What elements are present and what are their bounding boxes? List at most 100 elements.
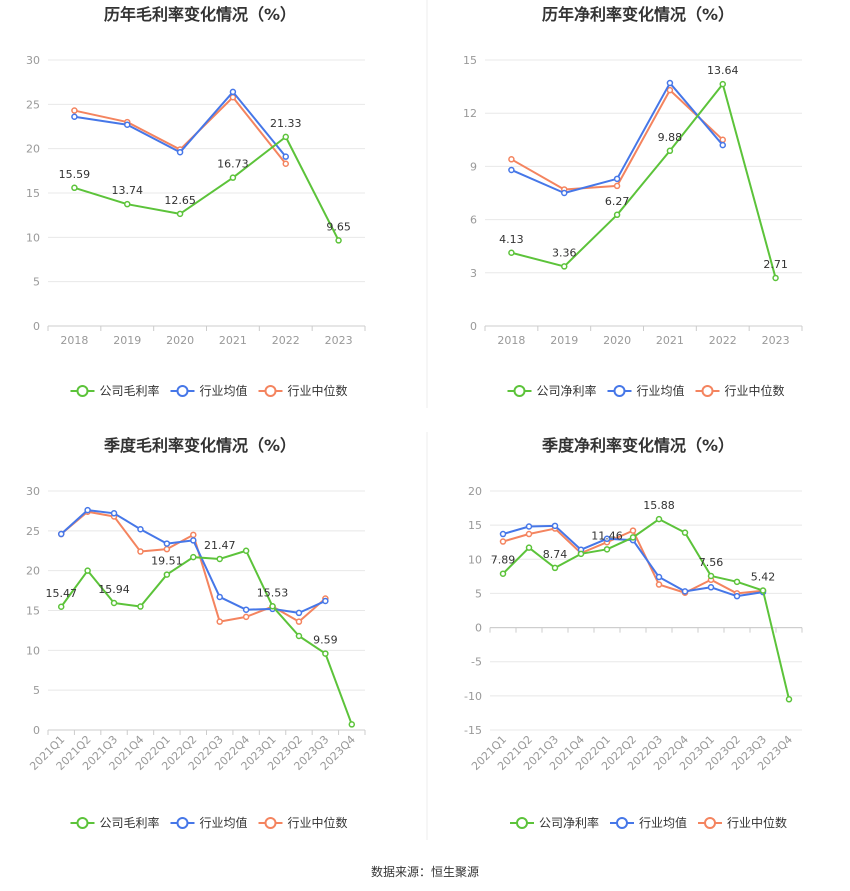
- data-label: 19.51: [151, 555, 183, 568]
- data-label: 15.94: [98, 583, 130, 596]
- data-point-average: [525, 523, 533, 530]
- data-point-company: [603, 546, 611, 553]
- y-tick-label: 5: [33, 276, 40, 289]
- data-point-average: [613, 175, 621, 183]
- chart-panel-2: 历年净利率变化情况（%） 0 3 6 9 12 15 2018 2019 2020 2021 2022…: [463, 5, 803, 398]
- data-point-company: [190, 553, 197, 561]
- legend-label: 行业均值: [637, 383, 685, 398]
- data-point-company: [785, 696, 793, 703]
- data-point-median: [137, 548, 144, 555]
- data-point-median: [295, 618, 303, 625]
- data-point-average: [561, 189, 568, 197]
- data-point-median: [655, 581, 663, 588]
- data-point-company: [508, 249, 515, 257]
- y-tick-label: 6: [470, 214, 477, 227]
- x-tick-label: 2018: [497, 334, 525, 347]
- data-label: 8.74: [543, 548, 568, 561]
- data-point-average: [110, 510, 118, 517]
- y-tick-label: 20: [468, 485, 482, 498]
- data-point-company: [666, 147, 674, 155]
- legend-item-median: 行业中位数: [258, 815, 348, 830]
- x-tick-label: 2020: [603, 334, 631, 347]
- data-point-median: [525, 530, 533, 538]
- data-label: 2.71: [763, 258, 788, 271]
- y-tick-label: 20: [26, 565, 40, 578]
- y-tick-label: 12: [463, 107, 477, 120]
- y-tick-label: -15: [464, 724, 482, 737]
- data-label: 7.56: [699, 556, 724, 569]
- data-point-company: [655, 515, 663, 523]
- legend-item-average: 行业均值: [170, 815, 248, 830]
- data-point-company: [335, 237, 342, 244]
- data-point-median: [499, 538, 507, 545]
- data-label: 15.47: [45, 587, 77, 600]
- x-tick-label: 2018: [60, 334, 88, 347]
- legend-label: 行业均值: [639, 815, 687, 830]
- data-label: 16.73: [217, 158, 249, 171]
- data-point-median: [190, 531, 197, 539]
- series-line-median: [510, 89, 724, 191]
- x-tick-label: 2021: [219, 334, 247, 347]
- data-point-median: [71, 107, 78, 114]
- legend-swatch-marker: [76, 817, 89, 829]
- data-point-average: [655, 573, 663, 581]
- y-tick-label: 9: [470, 160, 477, 173]
- data-point-company: [629, 534, 637, 541]
- legend-item-company: 公司净利率: [510, 815, 599, 830]
- data-point-average: [176, 148, 184, 156]
- data-point-average: [733, 592, 741, 600]
- legend-item-company: 公司毛利率: [70, 383, 160, 398]
- data-point-average: [499, 530, 507, 538]
- data-point-average: [508, 166, 515, 174]
- data-point-company: [295, 632, 303, 640]
- y-tick-label: 20: [26, 143, 40, 156]
- legend-label: 行业中位数: [725, 383, 785, 398]
- data-label: 3.36: [552, 246, 577, 259]
- y-tick-label: 0: [33, 320, 40, 333]
- y-tick-label: 30: [26, 485, 40, 498]
- x-tick-label: 2019: [550, 334, 578, 347]
- data-point-average: [216, 593, 223, 601]
- legend-swatch-marker: [704, 817, 716, 829]
- data-label: 9.59: [313, 634, 338, 647]
- chart-title: 季度毛利率变化情况（%）: [103, 436, 296, 455]
- data-point-company: [84, 567, 91, 574]
- data-label: 21.33: [270, 117, 302, 130]
- data-point-company: [551, 564, 559, 572]
- series-line-company: [502, 518, 790, 700]
- legend-label: 行业中位数: [288, 383, 348, 398]
- y-tick-label: 10: [26, 644, 40, 657]
- legend-swatch-marker: [516, 817, 528, 829]
- y-tick-label: 10: [26, 231, 40, 244]
- x-tick-label: 2021: [656, 334, 684, 347]
- data-point-average: [322, 597, 329, 605]
- data-point-average: [84, 506, 91, 514]
- y-tick-label: 0: [470, 320, 477, 333]
- y-tick-label: 10: [468, 553, 482, 566]
- data-point-median: [508, 156, 515, 163]
- series-line-company: [511, 83, 777, 279]
- chart-title: 历年毛利率变化情况（%）: [104, 5, 296, 24]
- legend-item-company: 公司净利率: [507, 383, 597, 398]
- data-point-company: [137, 603, 144, 610]
- data-label: 4.13: [499, 233, 524, 246]
- data-point-median: [282, 160, 289, 167]
- legend-item-average: 行业均值: [607, 383, 685, 398]
- legend-label: 行业中位数: [288, 815, 348, 830]
- y-tick-label: 0: [33, 724, 40, 737]
- data-point-company: [707, 572, 715, 580]
- legend-label: 公司毛利率: [100, 383, 160, 398]
- data-label: 6.27: [605, 195, 630, 208]
- series-line-company: [60, 549, 353, 725]
- data-point-company: [561, 263, 568, 270]
- data-point-company: [525, 544, 533, 551]
- data-point-median: [629, 527, 637, 534]
- chart-panel-1: 历年毛利率变化情况（%） 0 5 10 15 20 25 30 2018 2019 2020 2021…: [26, 5, 366, 398]
- y-tick-label: -5: [471, 656, 482, 669]
- data-point-company: [759, 587, 767, 594]
- legend-item-average: 行业均值: [170, 383, 248, 398]
- x-tick-label: 2023: [325, 334, 353, 347]
- data-point-average: [190, 537, 197, 544]
- legend-swatch-marker: [264, 817, 277, 829]
